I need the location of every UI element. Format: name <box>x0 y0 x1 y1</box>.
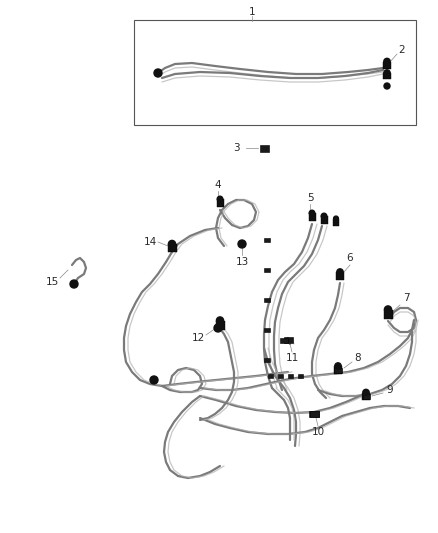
Circle shape <box>384 58 390 64</box>
Text: 14: 14 <box>143 237 157 247</box>
Circle shape <box>385 306 392 313</box>
Text: 12: 12 <box>191 333 205 343</box>
Text: 6: 6 <box>347 253 353 263</box>
Bar <box>134 20 416 125</box>
Bar <box>310 411 318 417</box>
Text: 3: 3 <box>233 143 239 153</box>
Bar <box>308 213 315 221</box>
Circle shape <box>216 317 224 324</box>
Bar <box>287 374 293 378</box>
Circle shape <box>384 83 390 89</box>
Bar <box>383 61 391 69</box>
Text: 11: 11 <box>286 353 299 363</box>
Circle shape <box>321 213 327 219</box>
Text: 2: 2 <box>399 45 405 55</box>
Circle shape <box>214 324 222 332</box>
Text: 10: 10 <box>311 427 325 437</box>
Bar <box>321 216 328 224</box>
Bar <box>309 411 319 417</box>
Bar <box>216 199 223 207</box>
Circle shape <box>154 69 162 77</box>
Bar <box>167 244 177 252</box>
Bar <box>297 374 303 378</box>
Circle shape <box>168 240 176 248</box>
Bar <box>215 320 225 329</box>
Circle shape <box>334 216 339 221</box>
Text: 15: 15 <box>46 277 59 287</box>
Bar <box>363 393 370 399</box>
Bar <box>336 272 344 280</box>
Bar <box>264 268 270 272</box>
Bar <box>333 219 339 225</box>
Circle shape <box>150 376 158 384</box>
Bar <box>268 374 272 378</box>
Text: 8: 8 <box>355 353 361 363</box>
Bar <box>264 298 270 302</box>
Text: 1: 1 <box>249 7 255 17</box>
Text: 4: 4 <box>215 180 221 190</box>
Bar <box>283 337 293 343</box>
Bar <box>264 238 270 242</box>
Circle shape <box>217 196 223 202</box>
Bar <box>362 392 370 400</box>
Bar <box>259 144 268 151</box>
Text: 7: 7 <box>403 293 410 303</box>
Bar <box>334 366 342 374</box>
Circle shape <box>70 280 78 288</box>
Circle shape <box>363 389 369 395</box>
Bar <box>264 358 270 362</box>
Bar <box>264 328 270 332</box>
Circle shape <box>309 210 315 216</box>
Bar <box>383 73 391 79</box>
Bar <box>334 367 342 373</box>
Circle shape <box>238 240 246 248</box>
Circle shape <box>335 363 341 369</box>
Text: 5: 5 <box>307 193 313 203</box>
Bar <box>278 374 283 378</box>
Circle shape <box>337 269 343 275</box>
Text: 13: 13 <box>235 257 249 267</box>
Bar <box>384 310 392 319</box>
Bar <box>280 337 288 343</box>
Circle shape <box>384 70 390 76</box>
Text: 9: 9 <box>387 385 393 395</box>
